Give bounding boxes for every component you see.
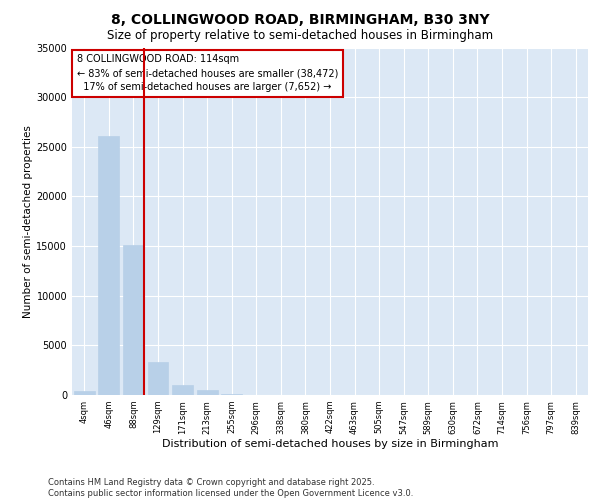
Text: Size of property relative to semi-detached houses in Birmingham: Size of property relative to semi-detach…	[107, 29, 493, 42]
Text: 8 COLLINGWOOD ROAD: 114sqm
← 83% of semi-detached houses are smaller (38,472)
  : 8 COLLINGWOOD ROAD: 114sqm ← 83% of semi…	[77, 54, 338, 92]
Bar	[123, 245, 144, 395]
Bar	[148, 362, 169, 395]
Text: Contains HM Land Registry data © Crown copyright and database right 2025.
Contai: Contains HM Land Registry data © Crown c…	[48, 478, 413, 498]
Bar	[98, 136, 119, 395]
Bar	[74, 391, 95, 395]
Bar	[221, 394, 242, 395]
Bar	[197, 390, 218, 395]
Y-axis label: Number of semi-detached properties: Number of semi-detached properties	[23, 125, 34, 318]
X-axis label: Distribution of semi-detached houses by size in Birmingham: Distribution of semi-detached houses by …	[162, 440, 498, 450]
Text: 8, COLLINGWOOD ROAD, BIRMINGHAM, B30 3NY: 8, COLLINGWOOD ROAD, BIRMINGHAM, B30 3NY	[110, 12, 490, 26]
Bar	[172, 384, 193, 395]
